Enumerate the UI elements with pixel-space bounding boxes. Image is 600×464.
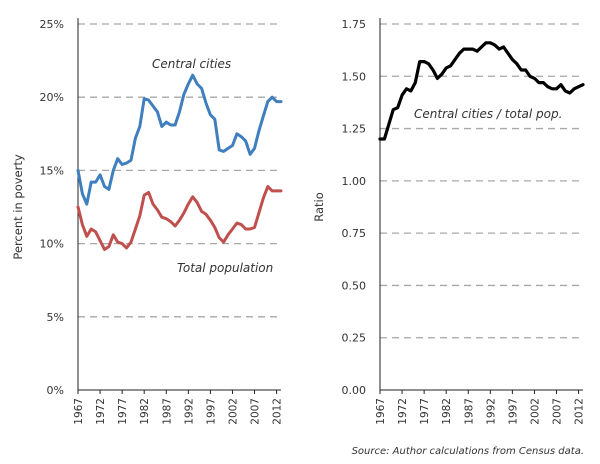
x-tick-label: 1977	[419, 398, 431, 425]
y-tick-label: 10%	[40, 238, 64, 251]
x-tick-label: 1972	[397, 398, 409, 425]
x-tick-label: 2002	[227, 398, 239, 425]
x-tick-label: 2012	[574, 398, 586, 425]
y-tick-label: 1.00	[342, 175, 367, 188]
x-tick-label: 1992	[485, 398, 497, 425]
y-tick-label: 20%	[40, 91, 64, 104]
x-tick-label: 2012	[272, 398, 284, 425]
x-tick-label: 1977	[117, 398, 129, 425]
y-tick-label: 1.50	[342, 70, 367, 83]
y-tick-label: 0.75	[342, 227, 367, 240]
poverty-ratio-chart: 0.00 0.25 0.50 0.75 1.00 1.25 1.50 1.75 1967 1972…	[312, 18, 586, 425]
y-tick-label: 25%	[40, 18, 64, 31]
x-tick-label: 1987	[463, 398, 475, 425]
x-tick-label: 1997	[507, 398, 519, 425]
y-tick-label: 0.00	[342, 384, 367, 397]
series-line-central-cities-total-pop	[378, 41, 585, 141]
y-tick-label: 15%	[40, 164, 64, 177]
y-tick-label: 1.25	[342, 123, 367, 136]
x-tick-label: 1982	[441, 398, 453, 425]
y-axis-title: Percent in poverty	[11, 154, 25, 260]
series-line-total-population	[76, 185, 283, 251]
series-annotation: Total population	[177, 261, 273, 275]
x-tick-label: 1967	[73, 398, 85, 425]
x-tick-label: 1997	[205, 398, 217, 425]
source-note: Source: Author calculations from Census …	[352, 446, 584, 457]
x-tick-label: 1972	[95, 398, 107, 425]
y-tick-label: 0%	[47, 384, 64, 397]
x-tick-label: 1992	[183, 398, 195, 425]
y-axis-title: Ratio	[312, 192, 326, 222]
series-line-central-cities	[76, 73, 283, 206]
y-tick-label: 1.75	[342, 18, 367, 31]
x-tick-label: 2002	[529, 398, 541, 425]
x-tick-label: 2007	[250, 398, 262, 425]
series-annotation: Central cities	[152, 57, 231, 71]
x-tick-label: 1987	[161, 398, 173, 425]
x-tick-label: 1967	[375, 398, 387, 425]
x-tick-label: 1982	[139, 398, 151, 425]
poverty-rate-chart: 0% 5% 10% 15% 20% 25% 1967 1972 1977 1982 1987 1992…	[11, 18, 284, 425]
y-tick-label: 0.50	[342, 279, 367, 292]
series-annotation: Central cities / total pop.	[414, 107, 562, 121]
x-tick-label: 2007	[552, 398, 564, 425]
y-tick-label: 0.25	[342, 332, 367, 345]
y-tick-label: 5%	[47, 311, 64, 324]
